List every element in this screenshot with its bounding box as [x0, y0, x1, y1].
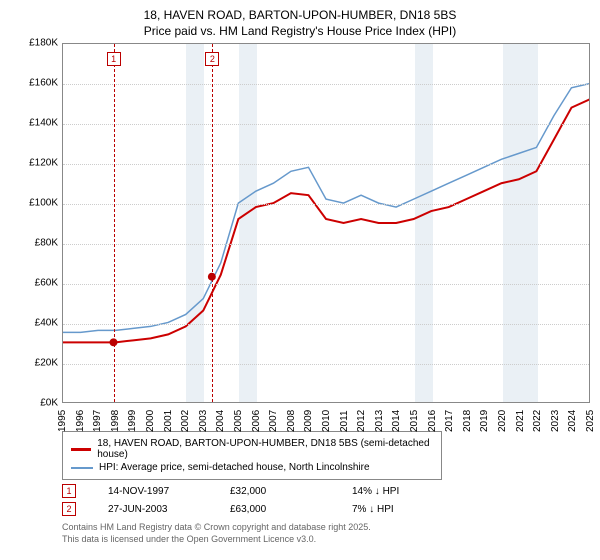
transaction-row: 2 27-JUN-2003 £63,000 7% ↓ HPI: [62, 502, 590, 516]
x-tick: 2021: [515, 410, 526, 432]
x-tick: 2001: [163, 410, 174, 432]
plot-inner: 12: [62, 43, 590, 403]
x-tick: 2007: [268, 410, 279, 432]
y-tick: £120K: [29, 158, 58, 169]
y-tick: £160K: [29, 78, 58, 89]
y-tick: £100K: [29, 198, 58, 209]
gridline: [63, 324, 589, 325]
x-tick: 2000: [145, 410, 156, 432]
marker-ref: 1: [62, 484, 76, 498]
marker-box: 2: [205, 52, 219, 66]
legend-label-2: HPI: Average price, semi-detached house,…: [99, 462, 370, 473]
x-tick: 2005: [233, 410, 244, 432]
y-tick: £20K: [35, 358, 58, 369]
x-tick: 2003: [198, 410, 209, 432]
transaction-rows: 1 14-NOV-1997 £32,000 14% ↓ HPI 2 27-JUN-2003…: [62, 484, 590, 516]
x-tick: 2015: [409, 410, 420, 432]
y-tick: £60K: [35, 278, 58, 289]
x-tick: 2023: [550, 410, 561, 432]
txn-price: £63,000: [230, 504, 320, 515]
x-tick: 2006: [251, 410, 262, 432]
x-tick: 2010: [321, 410, 332, 432]
x-tick: 2025: [585, 410, 596, 432]
legend-item-1: 18, HAVEN ROAD, BARTON-UPON-HUMBER, DN18…: [71, 438, 433, 460]
x-tick: 2016: [427, 410, 438, 432]
x-tick: 2008: [286, 410, 297, 432]
series-hpi: [63, 72, 589, 333]
gridline: [63, 244, 589, 245]
legend-swatch-2: [71, 467, 93, 469]
x-tick: 2002: [180, 410, 191, 432]
legend-label-1: 18, HAVEN ROAD, BARTON-UPON-HUMBER, DN18…: [97, 438, 433, 460]
txn-price: £32,000: [230, 486, 320, 497]
y-axis: £0K£20K£40K£60K£80K£100K£120K£140K£160K£…: [20, 43, 62, 403]
gridline: [63, 124, 589, 125]
gridline: [63, 164, 589, 165]
x-tick: 1998: [110, 410, 121, 432]
title-line-2: Price paid vs. HM Land Registry's House …: [10, 24, 590, 40]
footer: Contains HM Land Registry data © Crown c…: [62, 522, 590, 545]
x-tick: 1999: [127, 410, 138, 432]
footer-line-2: This data is licensed under the Open Gov…: [62, 534, 590, 546]
x-tick: 2004: [215, 410, 226, 432]
chart-title: 18, HAVEN ROAD, BARTON-UPON-HUMBER, DN18…: [10, 8, 590, 39]
txn-date: 14-NOV-1997: [108, 486, 198, 497]
legend-item-2: HPI: Average price, semi-detached house,…: [71, 462, 433, 473]
x-tick: 2012: [356, 410, 367, 432]
txn-delta: 7% ↓ HPI: [352, 504, 442, 515]
x-tick: 2017: [444, 410, 455, 432]
x-tick: 1995: [57, 410, 68, 432]
legend: 18, HAVEN ROAD, BARTON-UPON-HUMBER, DN18…: [62, 431, 442, 480]
series-price_paid: [63, 88, 589, 343]
marker-ref: 2: [62, 502, 76, 516]
gridline: [63, 364, 589, 365]
y-tick: £140K: [29, 118, 58, 129]
gridline: [63, 204, 589, 205]
txn-delta: 14% ↓ HPI: [352, 486, 442, 497]
x-tick: 2009: [303, 410, 314, 432]
x-tick: 2011: [339, 411, 350, 433]
y-tick: £80K: [35, 238, 58, 249]
txn-date: 27-JUN-2003: [108, 504, 198, 515]
y-tick: £0K: [40, 398, 58, 409]
x-axis: 1995199619971998199920002001200220032004…: [62, 403, 590, 423]
gridline: [63, 284, 589, 285]
x-tick: 2024: [567, 410, 578, 432]
plot-area: £0K£20K£40K£60K£80K£100K£120K£140K£160K£…: [20, 43, 590, 423]
marker-box: 1: [107, 52, 121, 66]
x-tick: 2018: [462, 410, 473, 432]
chart-container: 18, HAVEN ROAD, BARTON-UPON-HUMBER, DN18…: [0, 0, 600, 560]
gridline: [63, 84, 589, 85]
x-tick: 2013: [374, 410, 385, 432]
x-tick: 2014: [391, 410, 402, 432]
title-line-1: 18, HAVEN ROAD, BARTON-UPON-HUMBER, DN18…: [10, 8, 590, 24]
x-tick: 1996: [75, 410, 86, 432]
footer-line-1: Contains HM Land Registry data © Crown c…: [62, 522, 590, 534]
chart-svg: [63, 44, 589, 402]
marker-line: [114, 44, 115, 402]
x-tick: 1997: [92, 410, 103, 432]
transaction-row: 1 14-NOV-1997 £32,000 14% ↓ HPI: [62, 484, 590, 498]
x-tick: 2022: [532, 410, 543, 432]
x-tick: 2020: [497, 410, 508, 432]
y-tick: £40K: [35, 318, 58, 329]
x-tick: 2019: [479, 410, 490, 432]
marker-line: [212, 44, 213, 402]
legend-swatch-1: [71, 448, 91, 451]
y-tick: £180K: [29, 38, 58, 49]
